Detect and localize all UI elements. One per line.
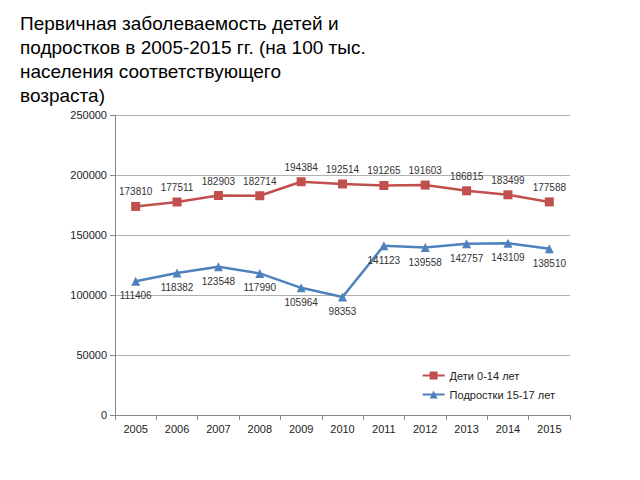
svg-text:118382: 118382: [161, 282, 194, 293]
svg-text:182903: 182903: [202, 176, 236, 187]
svg-text:2007: 2007: [206, 423, 230, 435]
svg-text:возраста): возраста): [20, 85, 105, 106]
svg-text:100000: 100000: [70, 289, 107, 301]
svg-text:139558: 139558: [409, 257, 443, 268]
svg-text:населения соответствующего: населения соответствующего: [20, 61, 286, 82]
svg-text:2014: 2014: [496, 423, 520, 435]
svg-text:200000: 200000: [70, 169, 107, 181]
svg-text:2005: 2005: [123, 423, 147, 435]
svg-text:191265: 191265: [367, 165, 401, 176]
svg-text:183499: 183499: [491, 175, 525, 186]
svg-text:98353: 98353: [329, 306, 357, 317]
svg-text:111406: 111406: [120, 290, 152, 301]
svg-text:117990: 117990: [243, 282, 276, 293]
svg-text:150000: 150000: [70, 229, 107, 241]
svg-text:Дети 0-14 лет: Дети 0-14 лет: [450, 370, 520, 382]
svg-text:2008: 2008: [248, 423, 272, 435]
svg-text:138510: 138510: [533, 258, 567, 269]
svg-text:2015: 2015: [537, 423, 561, 435]
svg-text:2009: 2009: [289, 423, 313, 435]
svg-text:123548: 123548: [202, 276, 236, 287]
svg-text:Подростки 15-17 лет: Подростки 15-17 лет: [450, 389, 555, 401]
svg-text:2006: 2006: [165, 423, 189, 435]
svg-text:143109: 143109: [491, 252, 525, 263]
svg-text:186815: 186815: [450, 171, 484, 182]
svg-text:0: 0: [101, 409, 107, 421]
svg-text:192514: 192514: [326, 164, 360, 175]
svg-text:182714: 182714: [243, 176, 277, 187]
svg-text:142757: 142757: [450, 253, 484, 264]
svg-text:250000: 250000: [70, 109, 107, 121]
svg-text:194384: 194384: [284, 162, 318, 173]
svg-text:2013: 2013: [454, 423, 478, 435]
svg-text:173810: 173810: [119, 186, 153, 197]
svg-text:подростков в 2005-2015 гг. (на: подростков в 2005-2015 гг. (на 100 тыс.: [20, 37, 371, 58]
svg-text:2011: 2011: [372, 423, 396, 435]
svg-text:177511: 177511: [161, 182, 194, 193]
svg-text:177588: 177588: [533, 182, 567, 193]
svg-text:50000: 50000: [76, 349, 107, 361]
svg-text:2012: 2012: [413, 423, 437, 435]
svg-text:Первичная заболеваемость детей: Первичная заболеваемость детей и: [20, 13, 344, 34]
svg-text:105964: 105964: [284, 297, 318, 308]
svg-text:2010: 2010: [330, 423, 354, 435]
svg-text:191603: 191603: [409, 165, 443, 176]
svg-text:141123: 141123: [368, 255, 401, 266]
